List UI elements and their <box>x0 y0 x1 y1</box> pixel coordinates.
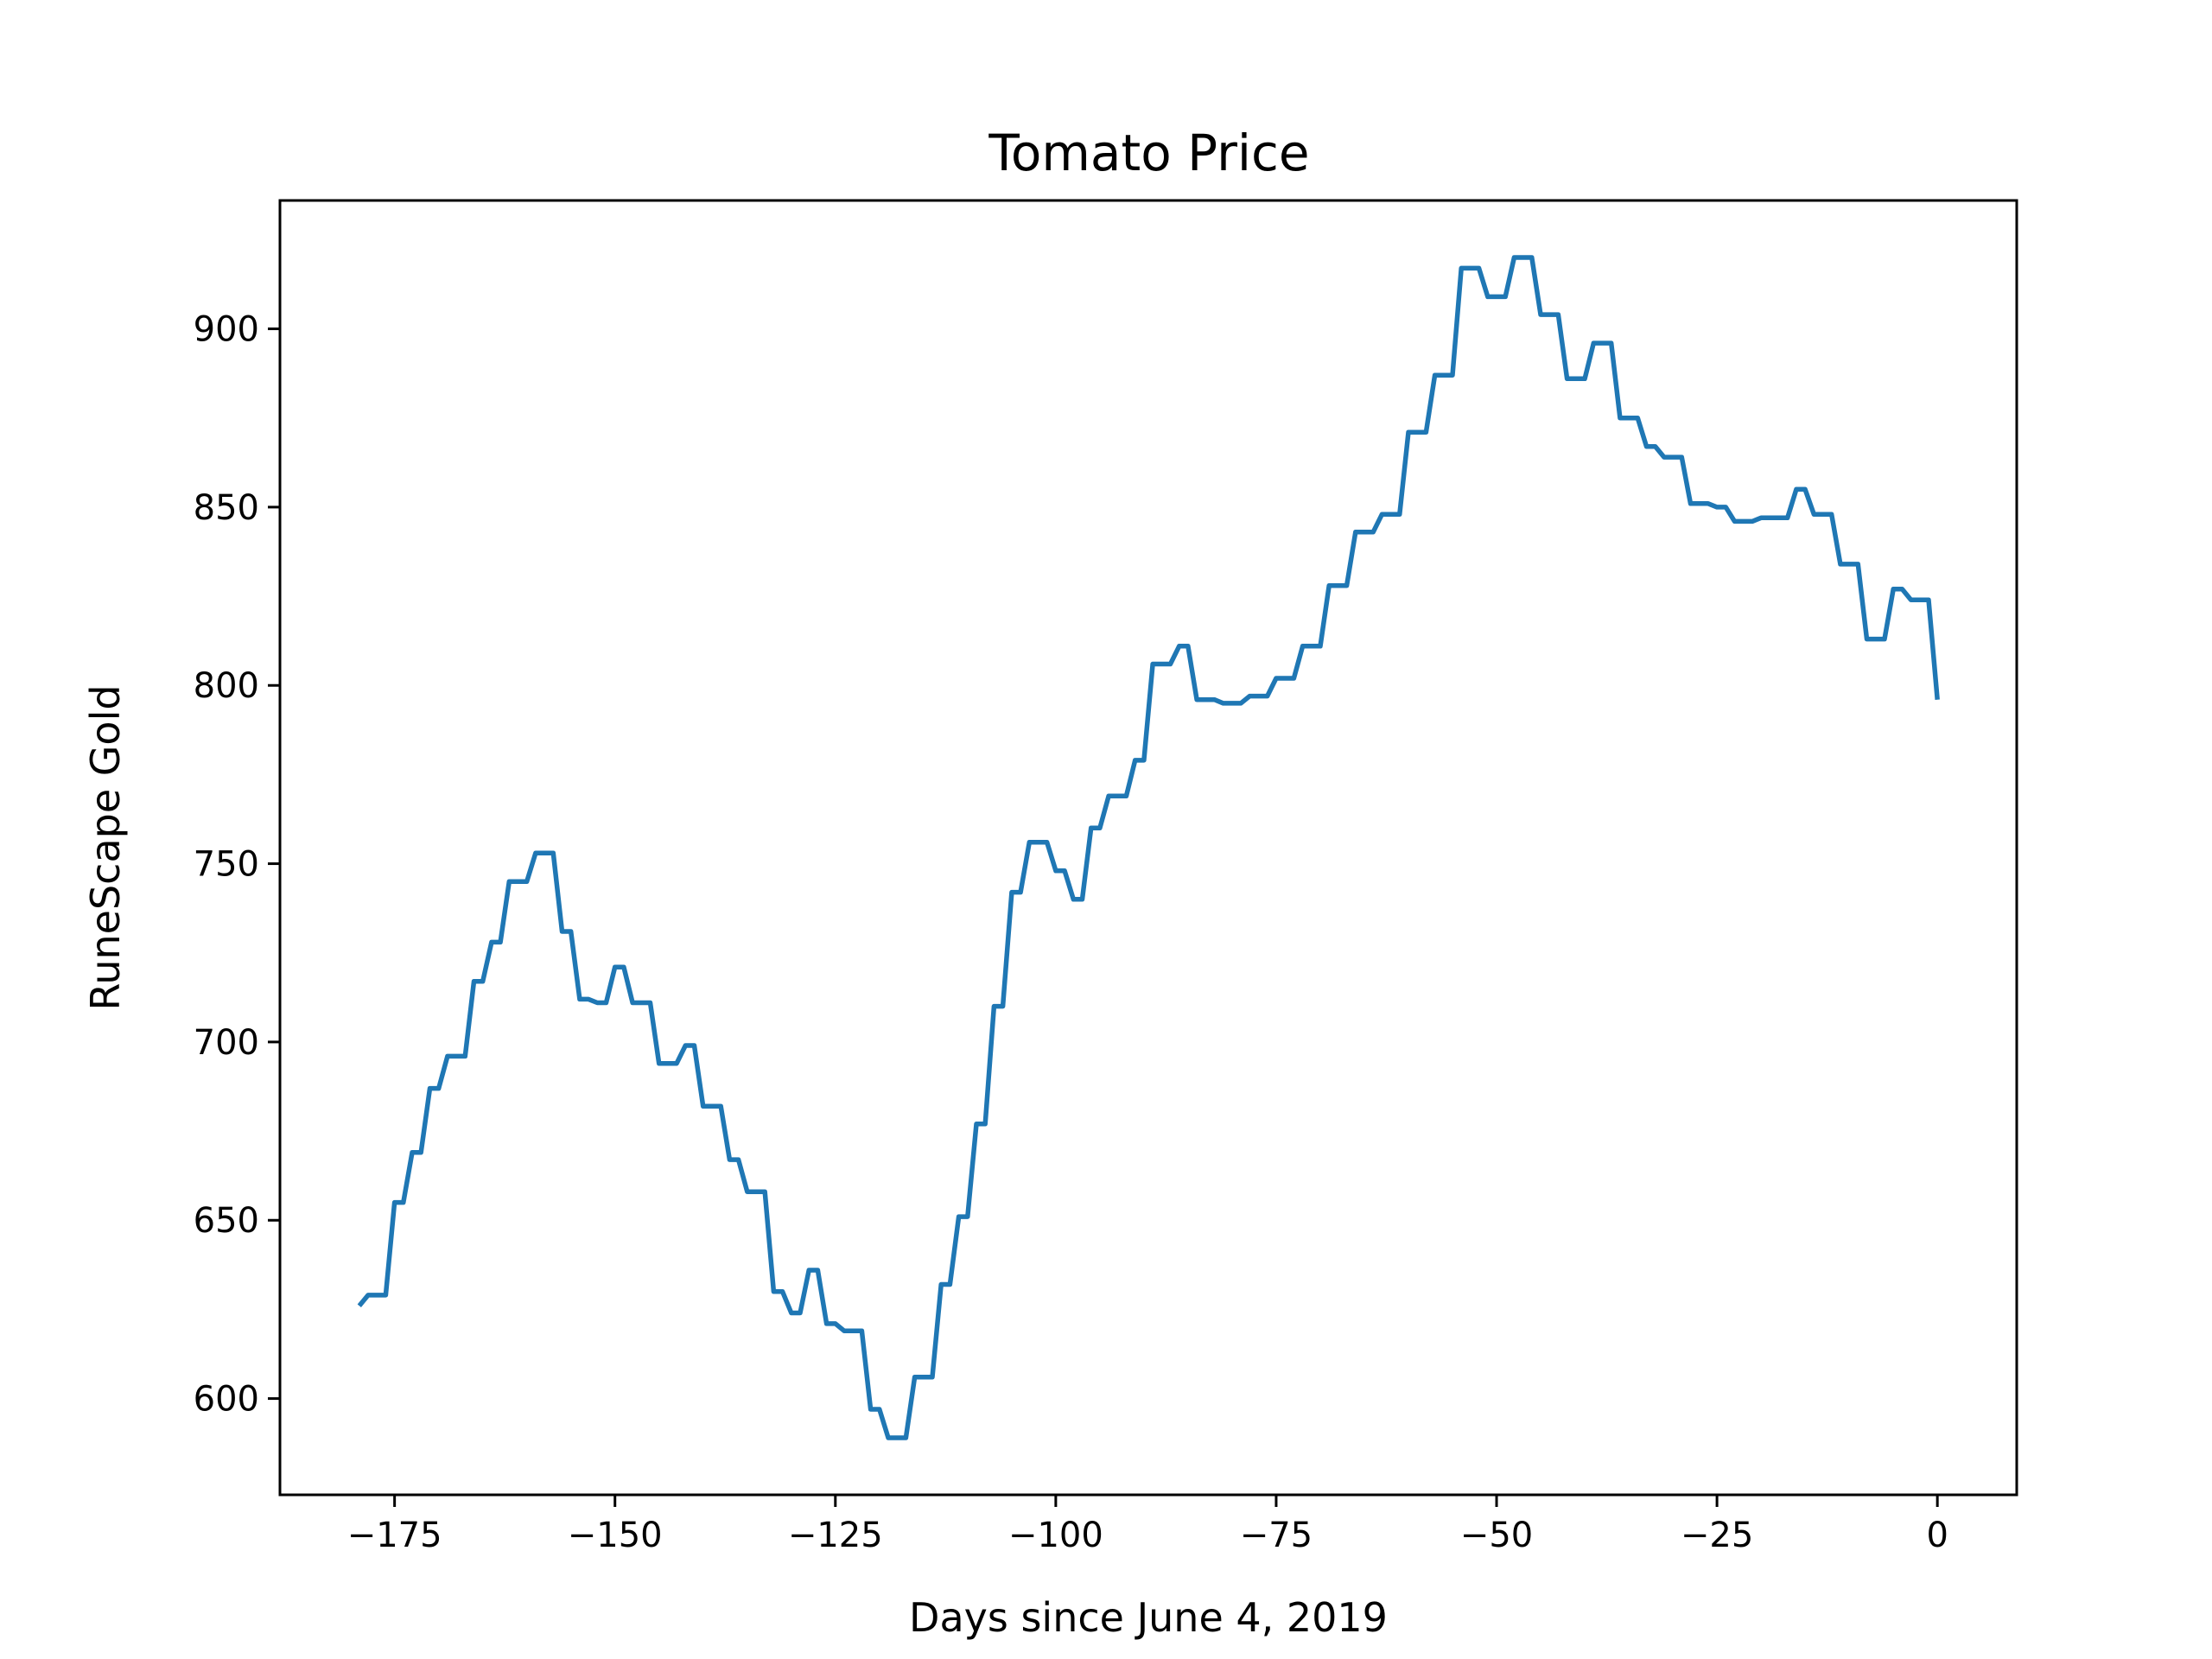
y-tick-label: 850 <box>194 488 259 528</box>
y-tick-label: 700 <box>194 1023 259 1063</box>
x-tick-label: −25 <box>1681 1516 1753 1555</box>
x-tick-label: −100 <box>1008 1516 1103 1555</box>
x-tick-label: −50 <box>1460 1516 1533 1555</box>
y-tick-label: 650 <box>194 1201 259 1241</box>
x-tick-label: 0 <box>1926 1516 1948 1555</box>
y-tick-label: 600 <box>194 1380 259 1420</box>
plot-frame <box>278 199 2018 1497</box>
x-tick-label: −175 <box>347 1516 442 1555</box>
x-tick-label: −125 <box>788 1516 883 1555</box>
x-axis-label: Days since June 4, 2019 <box>909 1594 1388 1641</box>
y-tick-label: 800 <box>194 666 259 706</box>
chart-title: Tomato Price <box>988 124 1309 182</box>
y-axis-label: RuneScape Gold <box>82 684 129 1010</box>
series-line <box>357 255 1940 1440</box>
y-tick-label: 900 <box>194 310 259 350</box>
x-tick-label: −75 <box>1240 1516 1313 1555</box>
x-axis: −175 −150 −125 −100 −75 −50 −25 0 <box>347 1495 1948 1555</box>
y-axis: 600 650 700 750 800 850 900 <box>194 310 280 1420</box>
x-tick-label: −150 <box>568 1516 663 1555</box>
y-tick-label: 750 <box>194 845 259 885</box>
